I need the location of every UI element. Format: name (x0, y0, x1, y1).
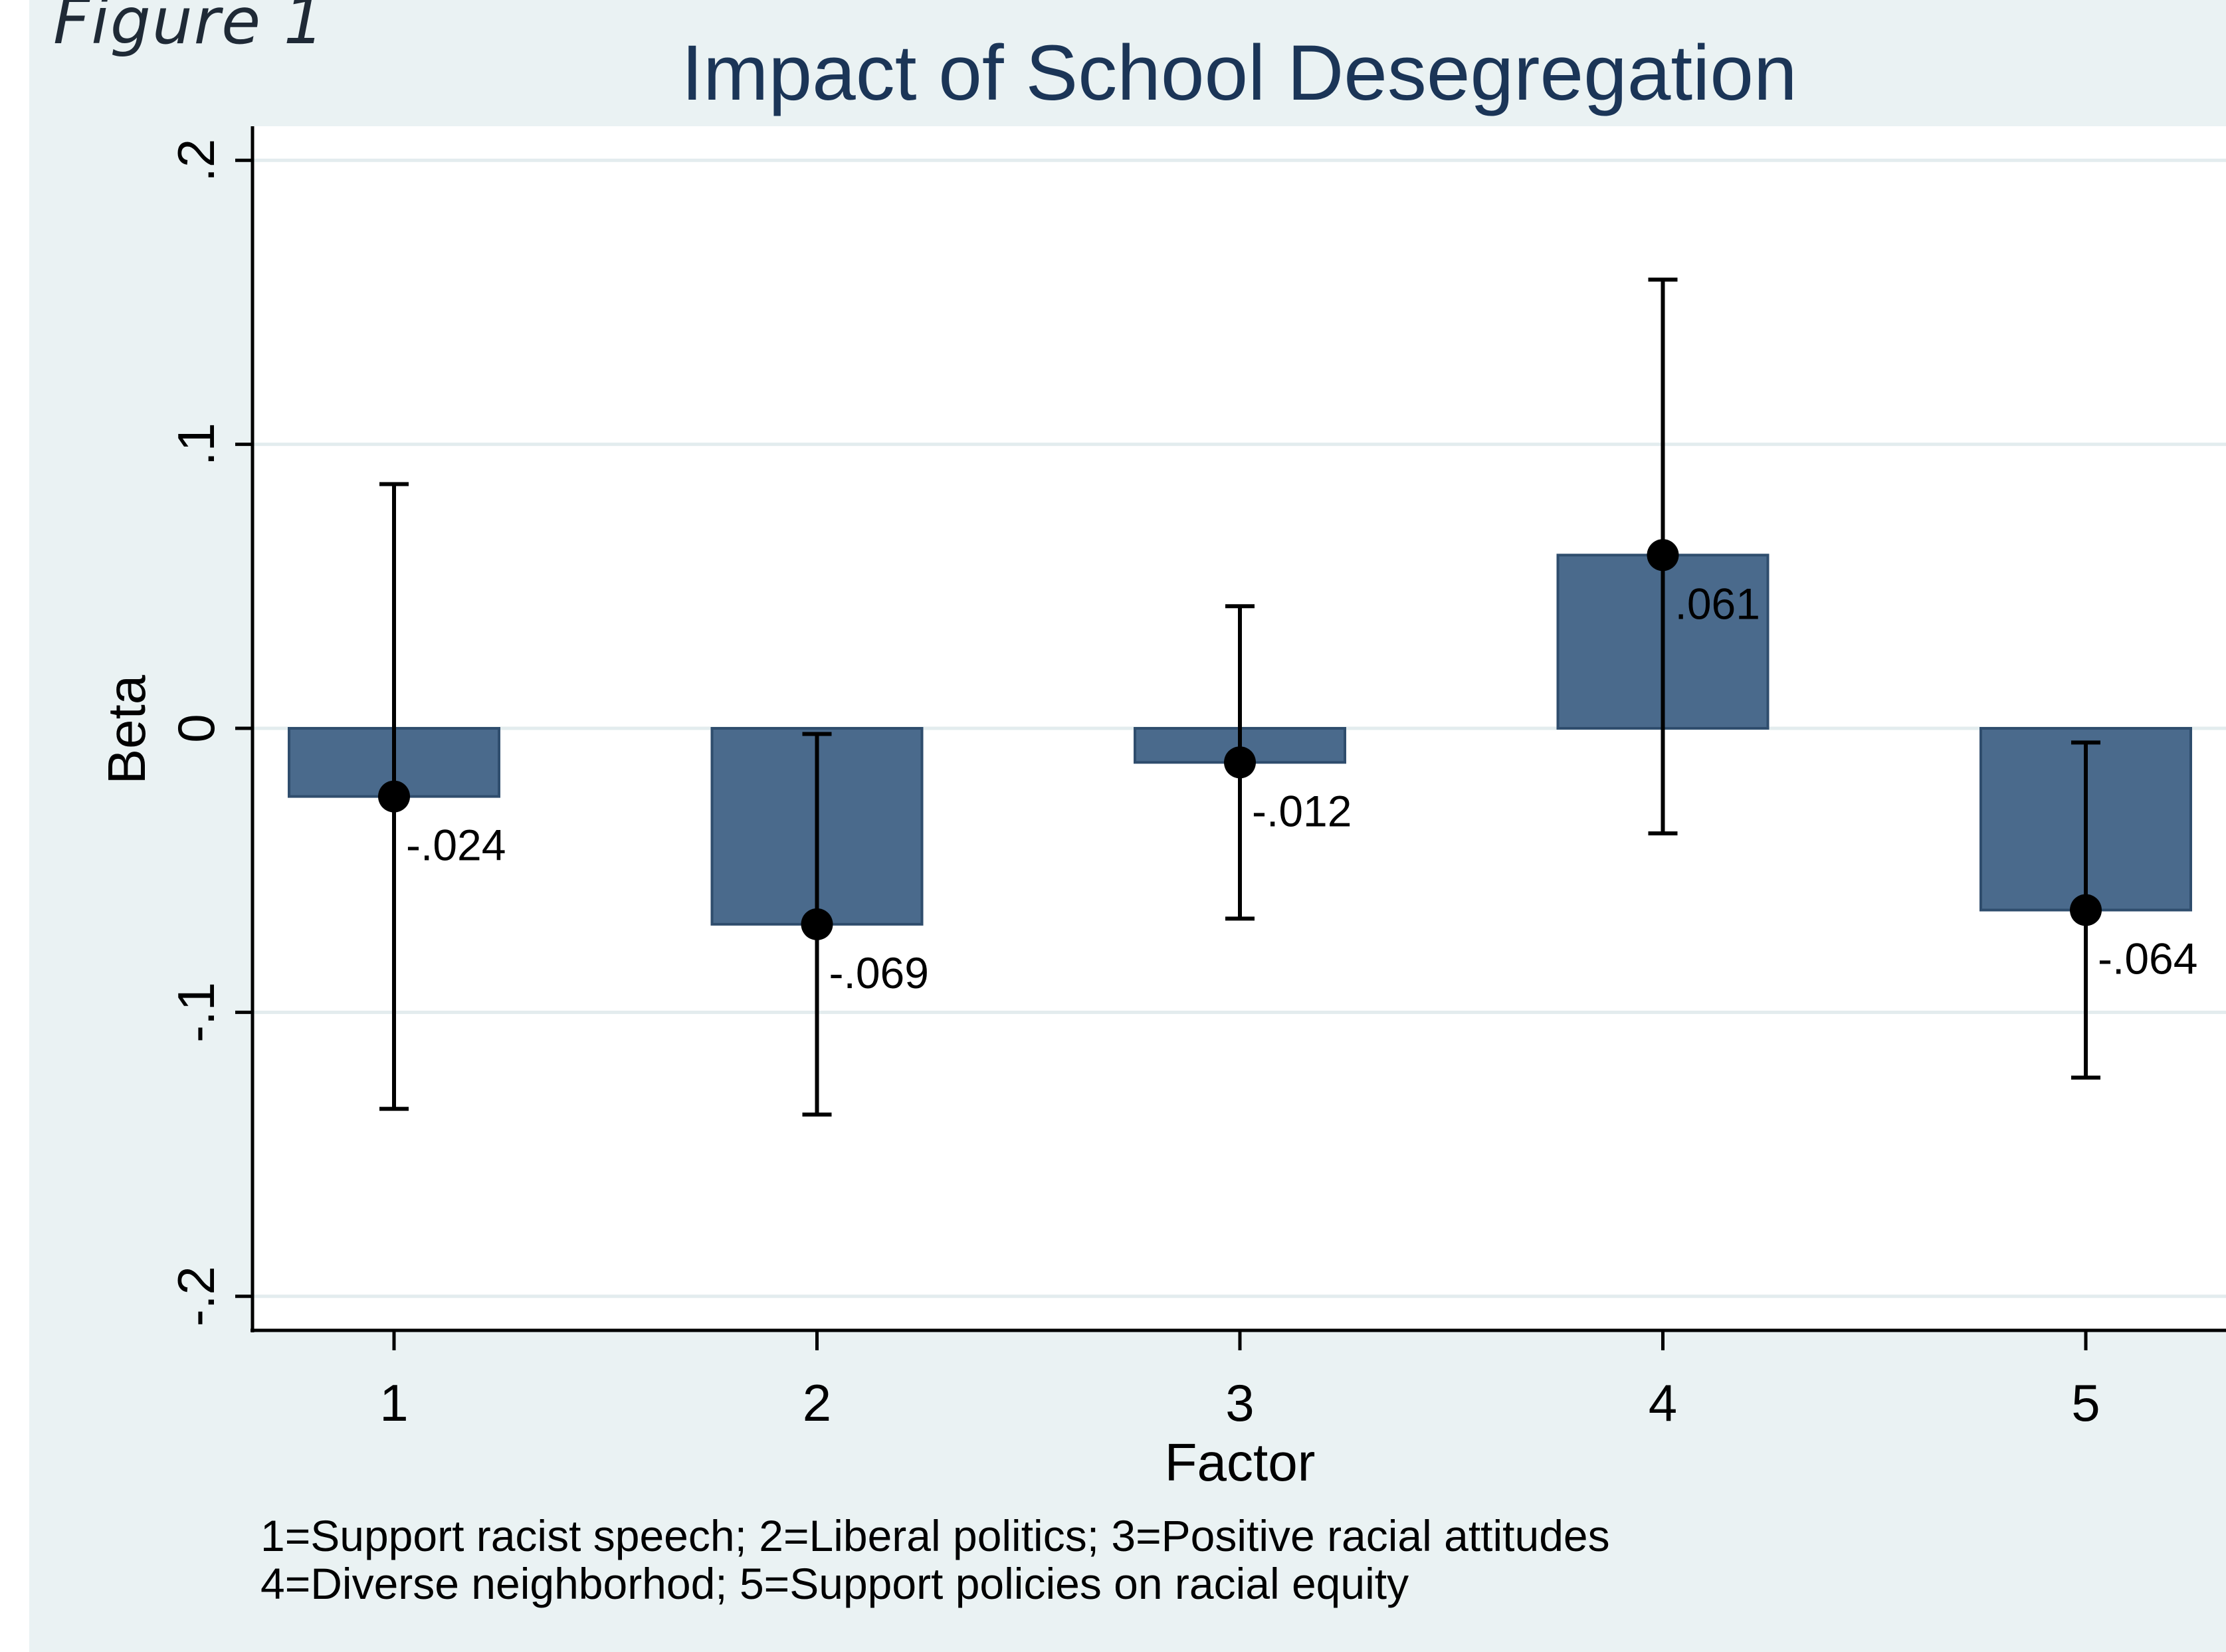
value-label-factor-1: -.024 (406, 821, 506, 870)
y-tick-label-0: .2 (167, 139, 225, 182)
point-factor-1 (378, 780, 410, 813)
x-tick-label-4: 4 (1649, 1374, 1677, 1432)
chart-title: Impact of School Desegregation (681, 29, 1797, 117)
value-label-factor-4: .061 (1675, 579, 1760, 628)
y-tick-label-3: -.1 (167, 982, 225, 1043)
y-axis-label: Beta (97, 674, 156, 784)
x-axis-label: Factor (1165, 1433, 1316, 1492)
point-factor-3 (1224, 746, 1256, 779)
point-factor-4 (1647, 539, 1679, 571)
x-tick-label-3: 3 (1225, 1374, 1254, 1432)
value-label-factor-5: -.064 (2098, 934, 2197, 983)
footnote-line-1: 1=Support racist speech; 2=Liberal polit… (260, 1511, 1610, 1560)
figure-label: Figure 1 (53, 0, 326, 58)
y-tick-label-2: 0 (167, 714, 225, 742)
y-tick-label-1: .1 (167, 423, 225, 466)
x-tick-label-2: 2 (803, 1374, 831, 1432)
footnote-line-2: 4=Diverse neighborhod; 5=Support policie… (260, 1559, 1409, 1608)
point-factor-5 (2070, 894, 2102, 926)
x-tick-label-1: 1 (379, 1374, 408, 1432)
y-tick-label-4: -.2 (167, 1266, 225, 1326)
value-label-factor-2: -.069 (829, 948, 929, 997)
point-factor-2 (801, 908, 833, 940)
value-label-factor-3: -.012 (1252, 786, 1352, 835)
x-tick-label-5: 5 (2071, 1374, 2100, 1432)
